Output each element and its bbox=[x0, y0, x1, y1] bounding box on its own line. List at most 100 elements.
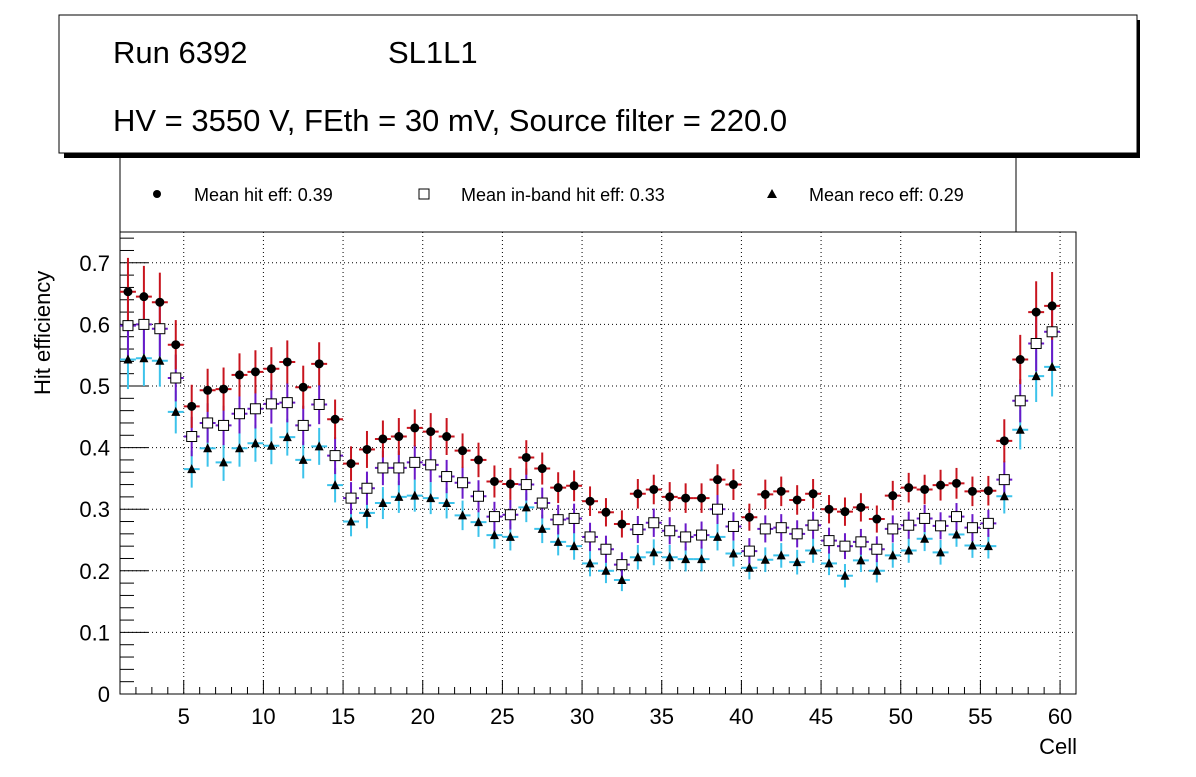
reco-eff-point bbox=[601, 565, 611, 575]
reco-eff-point bbox=[489, 530, 499, 540]
inband-eff-point bbox=[138, 318, 150, 330]
hit-eff-point bbox=[1015, 355, 1025, 365]
inband-eff-point bbox=[218, 419, 230, 431]
x-tick-label: 35 bbox=[649, 704, 673, 729]
inband-eff-point bbox=[202, 417, 214, 429]
inband-eff-point bbox=[536, 497, 548, 509]
hit-eff-point bbox=[139, 292, 149, 302]
reco-eff-point bbox=[235, 443, 244, 453]
inband-eff-point bbox=[361, 482, 373, 494]
reco-eff-point bbox=[378, 498, 388, 508]
inband-eff-point bbox=[329, 450, 341, 462]
inband-eff-point bbox=[552, 514, 564, 526]
title-box-frame bbox=[58, 14, 1138, 154]
reco-eff-point bbox=[617, 575, 627, 585]
x-axis-title: Cell bbox=[1039, 734, 1077, 759]
hit-eff-point bbox=[601, 507, 611, 517]
hit-eff-point bbox=[713, 475, 722, 485]
hit-eff-point bbox=[394, 432, 404, 442]
tick-labels: 5 10 15 20 25 30 35 40 45 50 55 60 0 0.1 0.2 0.3 0.4 0.5 0… bbox=[79, 251, 1072, 729]
inband-eff-point bbox=[712, 503, 723, 515]
hit-eff-point bbox=[633, 489, 643, 499]
reco-eff-point bbox=[314, 441, 324, 451]
reco-eff-point bbox=[840, 570, 850, 580]
inband-eff-point bbox=[616, 559, 628, 571]
data-markers bbox=[122, 287, 1058, 585]
reco-eff-point bbox=[155, 355, 165, 365]
hit-eff-point bbox=[203, 385, 213, 395]
hit-eff-point bbox=[569, 481, 579, 491]
x-tick-label: 40 bbox=[729, 704, 753, 729]
legend-hit-marker bbox=[153, 190, 161, 198]
hit-eff-point bbox=[235, 370, 244, 380]
inband-eff-point bbox=[488, 511, 500, 523]
hit-eff-point bbox=[585, 496, 595, 506]
reco-eff-point bbox=[426, 493, 436, 503]
legend-reco-label: Mean reco eff: 0.29 bbox=[809, 185, 964, 205]
inband-eff-point bbox=[393, 462, 405, 474]
inband-eff-point bbox=[170, 372, 182, 384]
inband-eff-point bbox=[457, 477, 469, 489]
inband-eff-point bbox=[775, 522, 787, 534]
hit-eff-point bbox=[187, 401, 197, 411]
reco-eff-point bbox=[760, 554, 770, 564]
y-tick-label: 0.6 bbox=[79, 312, 110, 337]
inband-eff-point bbox=[680, 531, 692, 543]
y-axis-title: Hit efficiency bbox=[30, 271, 55, 395]
hit-eff-point bbox=[266, 364, 276, 374]
reco-eff-point bbox=[298, 454, 308, 464]
inband-eff-point bbox=[951, 511, 962, 523]
inband-eff-point bbox=[919, 512, 931, 524]
hit-eff-point bbox=[920, 484, 930, 494]
hit-eff-point bbox=[346, 459, 356, 469]
inband-eff-point bbox=[664, 525, 676, 537]
hit-eff-point bbox=[410, 423, 420, 433]
hit-eff-point bbox=[1047, 301, 1057, 311]
reco-eff-point bbox=[203, 443, 213, 453]
hit-eff-point bbox=[537, 464, 547, 474]
reco-eff-point bbox=[776, 550, 786, 560]
y-tick-label: 0.3 bbox=[79, 497, 110, 522]
inband-eff-point bbox=[903, 519, 915, 531]
hit-eff-point bbox=[282, 357, 292, 367]
plot-frame bbox=[119, 231, 1077, 695]
inband-eff-point bbox=[871, 543, 883, 555]
x-tick-label: 45 bbox=[809, 704, 833, 729]
hit-eff-point bbox=[744, 512, 754, 522]
inband-eff-point bbox=[425, 459, 437, 471]
x-tick-label: 55 bbox=[968, 704, 992, 729]
reco-eff-point bbox=[410, 490, 420, 500]
reco-eff-point bbox=[888, 550, 898, 560]
reco-eff-point bbox=[633, 552, 643, 562]
inband-eff-point bbox=[1046, 326, 1058, 338]
inband-eff-point bbox=[998, 474, 1010, 486]
hit-eff-point bbox=[442, 432, 452, 442]
reco-eff-point bbox=[872, 565, 882, 575]
reco-eff-point bbox=[346, 516, 356, 526]
hit-eff-point bbox=[776, 486, 786, 496]
reco-eff-point bbox=[474, 517, 483, 527]
hit-eff-point bbox=[314, 359, 324, 369]
inband-eff-point bbox=[473, 490, 484, 502]
inband-eff-point bbox=[234, 408, 245, 420]
hit-eff-point bbox=[553, 483, 563, 493]
inband-eff-point bbox=[504, 509, 516, 521]
x-tick-label: 25 bbox=[490, 704, 514, 729]
reco-eff-point bbox=[728, 548, 738, 558]
layer-label: SL1L1 bbox=[388, 35, 478, 70]
hit-eff-point bbox=[1031, 307, 1041, 317]
title-box: Run 6392 SL1L1 HV = 3550 V, FEth = 30 mV… bbox=[58, 14, 1140, 158]
inband-eff-point bbox=[823, 535, 835, 547]
legend-hit-label: Mean hit eff: 0.39 bbox=[194, 185, 333, 205]
reco-eff-point bbox=[266, 440, 276, 450]
reco-eff-point bbox=[250, 438, 260, 448]
inband-eff-point bbox=[297, 419, 309, 431]
reco-eff-point bbox=[681, 554, 691, 564]
hit-eff-point bbox=[123, 287, 133, 297]
hit-eff-point bbox=[298, 382, 308, 392]
reco-eff-point bbox=[442, 498, 452, 508]
inband-eff-point bbox=[807, 519, 819, 531]
inband-eff-point bbox=[696, 529, 708, 541]
inband-eff-point bbox=[441, 471, 453, 483]
